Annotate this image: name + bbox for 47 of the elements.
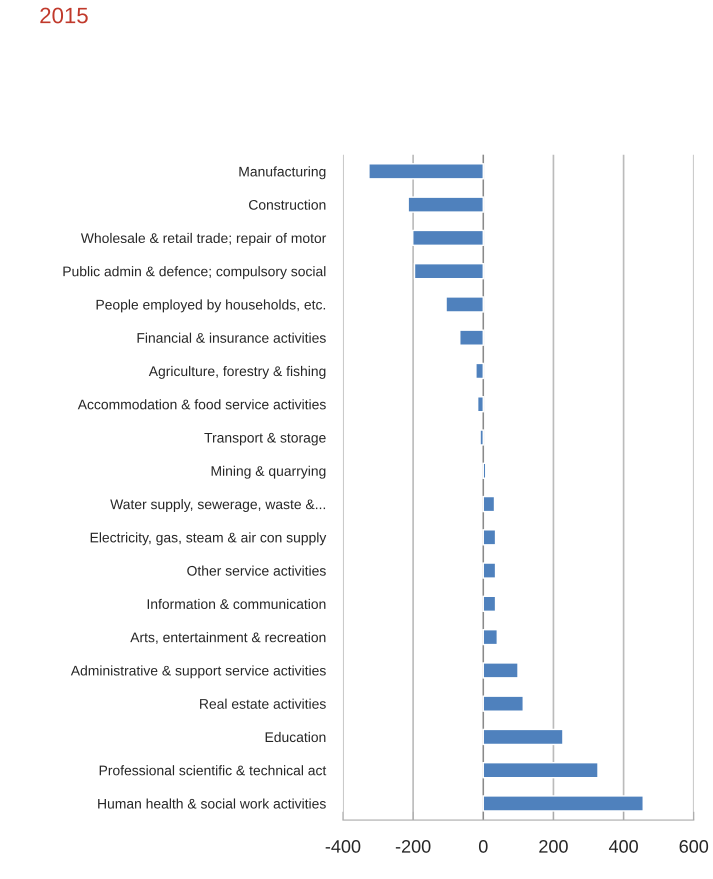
y-tick-label: Mining & quarrying (212, 466, 326, 479)
bar (482, 562, 496, 579)
y-tick-label: Manufacturing (239, 166, 326, 180)
y-tick-label: Financial & insurance activities (138, 332, 326, 343)
y-tick-label: Wholesale & retail trade; repair of motor (80, 232, 326, 246)
bar (408, 196, 484, 213)
y-tick-label: Construction (249, 200, 326, 210)
bar (482, 795, 644, 812)
y-tick-label: Professional scientific & technical act (100, 765, 326, 776)
bar (482, 695, 524, 712)
bar (459, 330, 484, 346)
x-tick-label: 200 (539, 840, 568, 853)
bar (476, 396, 484, 412)
bar (475, 362, 484, 380)
bar (482, 462, 486, 479)
y-tick-label: Arts, entertainment & recreation (130, 632, 326, 644)
bar (445, 296, 484, 313)
y-tick-label: Water supply, sewerage, waste &... (110, 499, 326, 512)
bar (482, 596, 496, 612)
y-tick-label: Human health & social work activities (98, 798, 326, 809)
bar (482, 628, 498, 646)
x-tick-label: 0 (478, 840, 488, 853)
y-tick-label: Education (266, 732, 326, 742)
bar (412, 230, 484, 246)
bar (479, 429, 484, 446)
y-tick-label: People employed by households, etc. (96, 299, 326, 312)
bar (368, 163, 484, 180)
y-tick-label: Accommodation & food service activities (78, 399, 326, 410)
y-tick-label: Other service activities (187, 566, 326, 576)
y-tick-label: Public admin & defence; compulsory social (63, 266, 326, 280)
y-tick-label: Real estate activities (200, 698, 326, 709)
x-tick-label: 400 (608, 840, 638, 853)
x-tick-label: 600 (680, 840, 708, 853)
text: 2015 (40, 8, 88, 24)
x-tick-label: -400 (326, 840, 360, 853)
y-tick-label: Information & communication (148, 598, 326, 610)
bar (414, 262, 484, 280)
bar (482, 529, 496, 546)
x-tick-label: -200 (396, 840, 430, 853)
y-tick-label: Agriculture, forestry & fishing (148, 366, 326, 379)
bar (482, 728, 564, 746)
bar (482, 762, 599, 778)
y-tick-label: Electricity, gas, steam & air con supply (90, 532, 326, 546)
bar (482, 662, 519, 679)
y-tick-label: Administrative & support service activities (70, 665, 326, 678)
bar (482, 496, 496, 512)
y-tick-label: Transport & storage (204, 432, 326, 446)
